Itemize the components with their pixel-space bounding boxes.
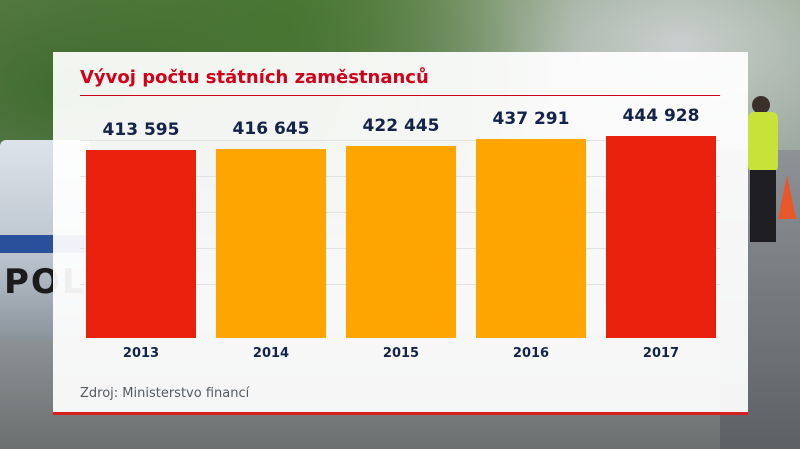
category-label-2017: 2017 <box>642 346 680 361</box>
background-officer-vest <box>748 112 778 172</box>
background-officer-head <box>752 96 770 114</box>
value-label-2014: 416 645 <box>232 118 310 139</box>
bar-2017 <box>606 135 716 338</box>
value-label-2017: 444 928 <box>622 105 700 126</box>
bar-2013 <box>86 150 196 338</box>
value-label-2016: 437 291 <box>492 109 570 130</box>
chart-title: Vývoj počtu státních zaměstnanců <box>80 67 429 88</box>
background-officer-legs <box>750 170 776 242</box>
category-label-2016: 2016 <box>512 346 550 361</box>
background-traffic-cone <box>778 175 796 219</box>
bar-2016 <box>476 139 586 338</box>
value-label-2013: 413 595 <box>102 120 180 140</box>
category-label-2015: 2015 <box>382 346 420 361</box>
source-note: Zdroj: Ministerstvo financí <box>80 386 250 401</box>
value-label-2015: 422 445 <box>362 115 440 136</box>
bar-2014 <box>216 148 326 338</box>
panel-bottom-rule <box>53 412 748 415</box>
gridline <box>80 140 720 141</box>
title-underline <box>80 95 720 96</box>
category-label-2014: 2014 <box>252 346 290 361</box>
bar-2015 <box>346 145 456 338</box>
category-label-2013: 2013 <box>122 346 160 361</box>
